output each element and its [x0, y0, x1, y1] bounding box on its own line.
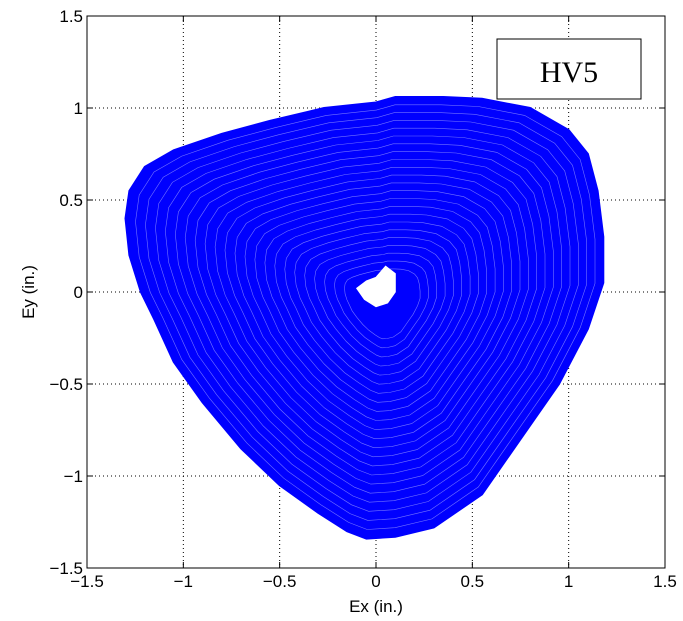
y-tick-label: 1.5	[59, 7, 83, 26]
orbit-trace	[155, 120, 579, 512]
orbit-trace	[174, 135, 563, 494]
orbit-center-hole	[356, 265, 396, 308]
orbit-trace	[184, 143, 554, 485]
orbit-trace	[264, 206, 488, 412]
orbit-trace	[334, 260, 429, 349]
orbit-trace	[254, 198, 496, 421]
orbit-trace	[314, 245, 446, 367]
legend: HV5	[496, 38, 642, 100]
y-tick-label: −1	[64, 467, 83, 486]
y-tick-label: −0.5	[49, 375, 83, 394]
x-tick-label: −1.5	[70, 572, 104, 591]
orbit-trace	[214, 167, 529, 458]
y-tick-label: 0	[74, 283, 83, 302]
orbit-trace	[274, 213, 479, 403]
x-tick-label: −0.5	[263, 572, 297, 591]
x-tick-label: −1	[174, 572, 193, 591]
x-tick-label: 0	[371, 572, 380, 591]
x-tick-label: 1	[564, 572, 573, 591]
legend-box	[496, 38, 642, 100]
orbit-trace	[234, 182, 513, 440]
ticks: −1.5 −1 −0.5 0 0.5 1 1.5 −1.5 −1 −0.5 0 0.5 1 1.5	[49, 7, 676, 591]
orbit-trace	[284, 221, 471, 394]
legend-entry-label: HV5	[540, 56, 598, 89]
orbit-trace	[224, 174, 521, 449]
orbit-trace	[164, 127, 571, 503]
y-tick-label: 0.5	[59, 191, 83, 210]
x-tick-label: 0.5	[461, 572, 485, 591]
x-axis-label: Ex (in.)	[349, 597, 403, 616]
y-tick-label: −1.5	[49, 559, 83, 578]
x-tick-label: 1.5	[653, 572, 677, 591]
orbit-trace	[194, 151, 546, 476]
plot-area	[124, 96, 605, 540]
y-axis-label: Ey (in.)	[19, 265, 38, 319]
orbit-trace	[324, 252, 438, 358]
orbit-region	[124, 96, 605, 540]
orbit-trace	[294, 229, 463, 385]
orbit-trace	[244, 190, 504, 430]
orbit-trace	[145, 112, 588, 521]
orbit-trace	[135, 104, 596, 530]
orbit-trace	[204, 159, 538, 467]
orbit-trace	[344, 268, 421, 340]
orbit-trace	[304, 237, 454, 376]
y-tick-label: 1	[74, 99, 83, 118]
